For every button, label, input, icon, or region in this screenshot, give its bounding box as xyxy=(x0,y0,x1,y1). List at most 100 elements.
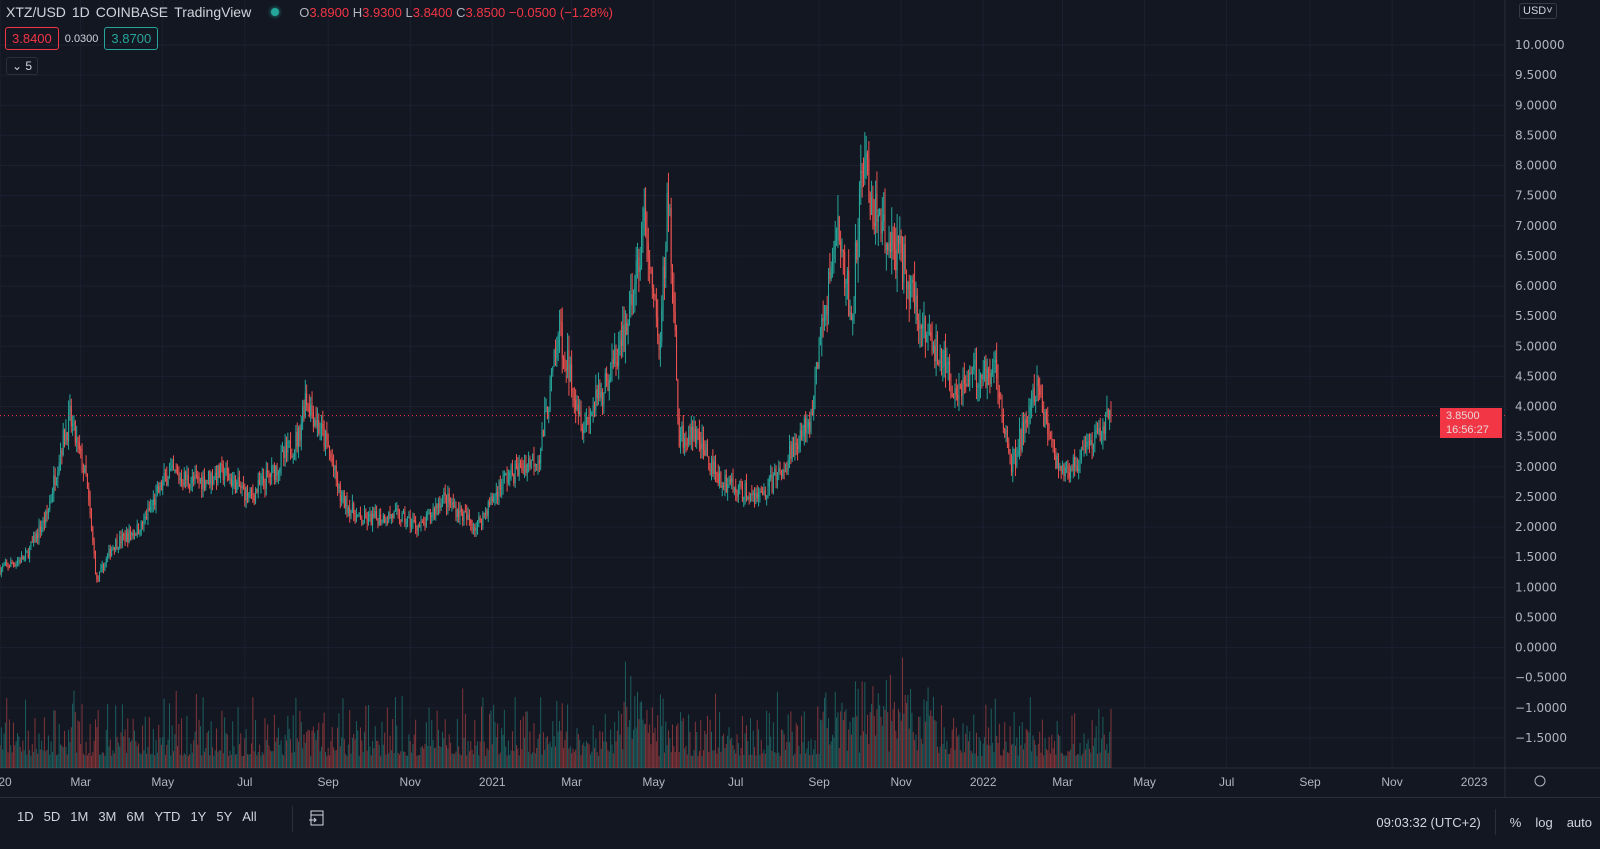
candle-body xyxy=(803,418,805,437)
candle-body xyxy=(299,427,301,441)
candle-body xyxy=(442,495,444,506)
buy-button[interactable]: 3.8700 xyxy=(104,27,159,50)
volume-bar xyxy=(592,725,594,768)
volume-bar xyxy=(754,747,756,768)
candle-body xyxy=(1066,466,1068,468)
percent-scale-toggle[interactable]: % xyxy=(1509,814,1522,830)
volume-bar xyxy=(838,748,840,768)
candle-body xyxy=(659,341,661,350)
candle-body xyxy=(766,495,768,498)
volume-bar xyxy=(18,736,20,768)
volume-bar xyxy=(837,712,839,768)
candle-body xyxy=(482,512,484,526)
volume-bar xyxy=(1027,730,1029,768)
volume-bar xyxy=(589,754,591,768)
volume-bar xyxy=(1088,748,1090,768)
candle-body xyxy=(41,526,43,532)
volume-bar xyxy=(1107,753,1109,768)
range-1m[interactable]: 1M xyxy=(70,809,89,824)
volume-bar xyxy=(904,694,906,768)
auto-scale-toggle[interactable]: auto xyxy=(1566,814,1592,830)
volume-bar xyxy=(650,744,652,768)
volume-bar xyxy=(822,711,824,768)
volume-bar xyxy=(908,728,910,768)
candle-body xyxy=(11,561,13,564)
range-ytd[interactable]: YTD xyxy=(154,809,181,824)
candle-body xyxy=(696,429,698,444)
range-5d[interactable]: 5D xyxy=(43,809,61,824)
volume-bar xyxy=(678,752,680,768)
candle-body xyxy=(776,472,778,481)
candle-body xyxy=(694,428,696,444)
candle-body xyxy=(1055,454,1057,469)
candle-body xyxy=(864,158,866,178)
volume-bar xyxy=(392,719,394,768)
range-5y[interactable]: 5Y xyxy=(216,809,233,824)
volume-bar xyxy=(189,754,191,768)
log-scale-toggle[interactable]: log xyxy=(1535,814,1553,830)
volume-bar xyxy=(934,719,936,768)
volume-bar xyxy=(850,734,852,768)
range-1y[interactable]: 1Y xyxy=(190,809,207,824)
volume-bar xyxy=(357,730,359,768)
volume-bar xyxy=(458,746,460,768)
volume-bar xyxy=(676,726,678,768)
volume-bar xyxy=(1016,737,1018,768)
candle-body xyxy=(253,495,255,501)
currency-dropdown[interactable]: USD˅ xyxy=(1519,3,1557,19)
volume-bar xyxy=(294,752,296,768)
price-chart[interactable]: 10.00009.50009.00008.50008.00007.50007.0… xyxy=(0,0,1600,797)
volume-bar xyxy=(60,744,62,768)
volume-bar xyxy=(529,731,531,768)
candle-body xyxy=(236,481,238,493)
sell-button[interactable]: 3.8400 xyxy=(5,27,59,50)
calendar-arrow-icon[interactable] xyxy=(308,808,326,828)
candle-body xyxy=(173,464,175,471)
candle-body xyxy=(186,474,188,481)
candle-body xyxy=(896,235,898,271)
candle-body xyxy=(1075,465,1077,468)
candle-body xyxy=(542,430,544,437)
candle-body xyxy=(993,361,995,370)
candle-body xyxy=(643,208,645,222)
candle-body xyxy=(688,435,690,445)
timezone-clock[interactable]: 09:03:32 (UTC+2) xyxy=(1376,814,1481,830)
range-1d[interactable]: 1D xyxy=(17,809,34,824)
candle-body xyxy=(650,268,652,270)
settings-gear-icon[interactable] xyxy=(1534,775,1546,787)
candle-body xyxy=(945,350,947,373)
volume-bar xyxy=(901,657,903,768)
candle-body xyxy=(844,251,846,288)
volume-bar xyxy=(224,717,226,768)
time-tick-label: Sep xyxy=(808,775,830,789)
candle-body xyxy=(296,432,298,447)
candle-body xyxy=(793,441,795,456)
volume-bar xyxy=(712,750,714,768)
candle-body xyxy=(908,282,910,302)
volume-bar xyxy=(643,724,645,768)
volume-bar xyxy=(123,736,125,768)
candle-body xyxy=(1013,448,1015,456)
candle-body xyxy=(72,424,74,427)
volume-bar xyxy=(320,746,322,768)
candle-body xyxy=(347,507,349,513)
candle-body xyxy=(881,221,883,234)
candle-body xyxy=(961,384,963,397)
symbol-label[interactable]: XTZ/USD xyxy=(6,4,66,20)
volume-bar xyxy=(1010,744,1012,768)
candle-body xyxy=(672,266,673,292)
volume-bar xyxy=(475,745,477,768)
candle-body xyxy=(677,379,679,417)
candle-body xyxy=(464,511,466,513)
volume-bar xyxy=(244,738,246,768)
range-6m[interactable]: 6M xyxy=(126,809,145,824)
range-all[interactable]: All xyxy=(242,809,257,824)
candle-body xyxy=(939,360,941,364)
volume-bar xyxy=(94,719,96,768)
volume-bar xyxy=(112,750,114,768)
candle-body xyxy=(463,511,465,521)
volume-bar xyxy=(600,748,602,768)
indicators-toggle[interactable]: ⌄ 5 xyxy=(6,57,39,75)
candle-body xyxy=(0,568,2,574)
range-3m[interactable]: 3M xyxy=(98,809,117,824)
